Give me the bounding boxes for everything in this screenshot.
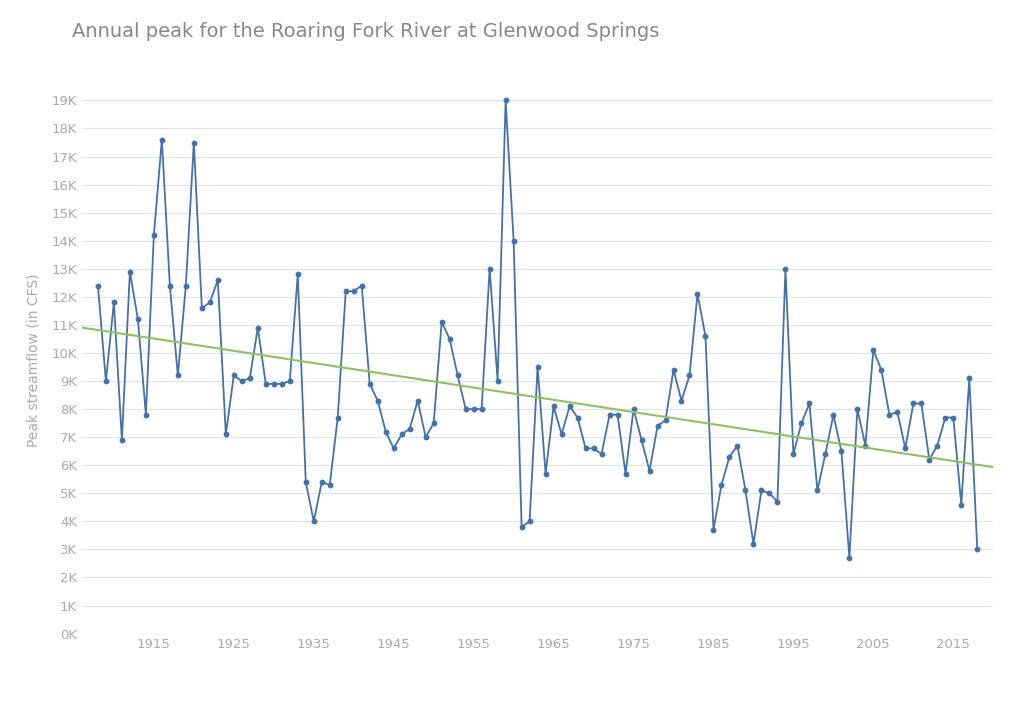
Text: Annual peak for the Roaring Fork River at Glenwood Springs: Annual peak for the Roaring Fork River a… [72,22,659,40]
Y-axis label: Peak streamflow (in CFS): Peak streamflow (in CFS) [27,274,40,446]
